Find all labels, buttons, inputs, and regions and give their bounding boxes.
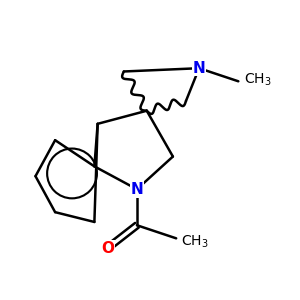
Text: O: O [101,241,114,256]
Text: CH$_3$: CH$_3$ [181,234,209,250]
Text: N: N [130,182,143,197]
Text: CH$_3$: CH$_3$ [244,71,272,88]
Text: N: N [193,61,206,76]
